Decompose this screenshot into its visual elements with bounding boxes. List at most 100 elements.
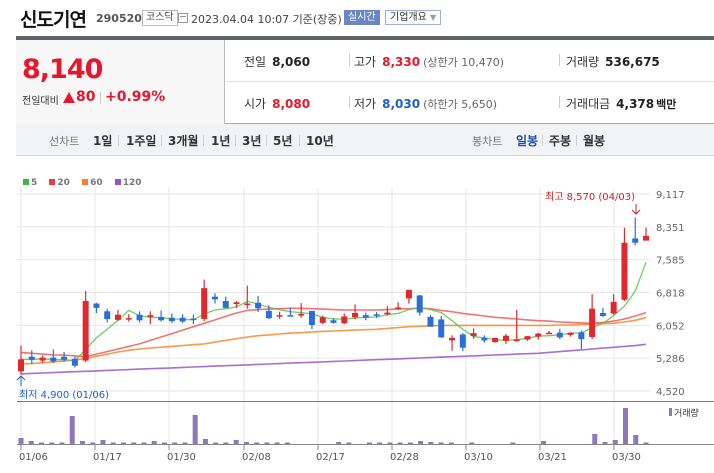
tab-1-year[interactable]: 1년 — [211, 134, 231, 148]
candle[interactable] — [621, 227, 628, 302]
x-axis-tick: 03/30 — [612, 452, 641, 463]
volume-bar — [592, 434, 598, 444]
candle[interactable] — [168, 313, 175, 324]
candle[interactable] — [50, 349, 57, 364]
candle[interactable] — [546, 331, 553, 335]
candle[interactable] — [449, 335, 456, 351]
tab-5-years[interactable]: 5년 — [273, 134, 293, 148]
current-price-box: 8,140 전일대비 80 +0.99% — [16, 40, 225, 124]
candle[interactable] — [427, 315, 434, 327]
y-axis-tick: 4,520 — [656, 387, 685, 398]
candle[interactable] — [513, 310, 520, 342]
volume-bar — [418, 441, 424, 444]
tab-1-day[interactable]: 1일 — [93, 134, 113, 148]
candle[interactable] — [373, 312, 380, 319]
legend-ma20: 20 — [49, 178, 70, 188]
candle[interactable] — [341, 313, 348, 325]
candle[interactable] — [222, 296, 229, 309]
candle[interactable] — [599, 307, 606, 317]
candle[interactable] — [438, 316, 445, 338]
candle[interactable] — [502, 334, 509, 344]
candle[interactable] — [28, 350, 35, 365]
volume-bar — [100, 440, 106, 444]
volume-bar — [284, 442, 290, 444]
candle[interactable] — [470, 328, 477, 339]
candle[interactable] — [492, 337, 499, 343]
candle[interactable] — [125, 314, 132, 322]
candle[interactable] — [535, 332, 542, 340]
volume-legend: 거래량 — [674, 407, 699, 419]
candle[interactable] — [298, 303, 305, 318]
company-info-label: 기업개요 — [390, 12, 427, 23]
candle[interactable] — [201, 279, 208, 322]
realtime-button[interactable]: 실시간 — [344, 10, 380, 25]
candle[interactable] — [330, 318, 337, 324]
volume: 거래량 536,675 — [566, 55, 660, 69]
candle[interactable] — [589, 294, 596, 340]
x-axis-tick: 01/17 — [93, 452, 122, 463]
candle[interactable] — [158, 310, 165, 322]
candle[interactable] — [610, 294, 617, 315]
candle[interactable] — [61, 352, 68, 362]
tab-1-week[interactable]: 1주일 — [126, 134, 157, 148]
candle[interactable] — [265, 305, 272, 320]
x-axis-tick: 03/10 — [464, 452, 493, 463]
candle[interactable] — [147, 311, 154, 325]
candle[interactable] — [395, 302, 402, 310]
candle[interactable] — [362, 312, 369, 321]
candle[interactable] — [287, 307, 294, 317]
candle[interactable] — [179, 314, 186, 323]
candle[interactable] — [190, 314, 197, 325]
divider — [559, 96, 560, 108]
candle[interactable] — [39, 355, 46, 363]
candle[interactable] — [578, 330, 585, 350]
volume-bar — [59, 442, 65, 444]
candle[interactable] — [114, 310, 121, 322]
candle[interactable] — [71, 356, 78, 368]
divider — [576, 135, 577, 146]
volume-bar — [612, 440, 618, 444]
candle[interactable] — [556, 328, 563, 340]
x-axis-tick: 02/08 — [242, 452, 271, 463]
candle[interactable] — [93, 302, 100, 314]
candle[interactable] — [308, 310, 315, 330]
tab-3-years[interactable]: 3년 — [242, 134, 262, 148]
candle[interactable] — [104, 308, 111, 323]
volume-bar — [233, 440, 239, 444]
tab-monthly[interactable]: 월봉 — [583, 134, 606, 148]
candle[interactable] — [352, 304, 359, 320]
candle[interactable] — [136, 311, 143, 323]
candle[interactable] — [643, 227, 649, 241]
y-axis-tick: 6,052 — [656, 321, 685, 332]
candle[interactable] — [255, 295, 262, 313]
volume-bar — [407, 442, 413, 444]
divider-bar — [16, 36, 714, 40]
candle[interactable] — [82, 291, 89, 363]
candle[interactable] — [632, 217, 639, 246]
candle[interactable] — [233, 301, 240, 308]
candle[interactable] — [276, 311, 283, 320]
candle[interactable] — [524, 336, 531, 341]
tab-10-years[interactable]: 10년 — [306, 134, 334, 148]
candle-chart-label: 봉차트 — [472, 135, 503, 148]
candle[interactable] — [384, 306, 391, 316]
volume-bar — [387, 442, 393, 444]
company-info-dropdown[interactable]: 기업개요 ▼ — [385, 10, 442, 25]
candle[interactable] — [211, 293, 218, 304]
ma120-line — [20, 343, 647, 375]
candle[interactable] — [405, 289, 412, 304]
tab-weekly[interactable]: 주봉 — [549, 134, 572, 148]
candle[interactable] — [416, 295, 423, 316]
volume-bar — [141, 442, 147, 444]
candle[interactable] — [481, 335, 488, 343]
x-axis-tick: 03/21 — [538, 452, 567, 463]
candle[interactable] — [244, 285, 251, 309]
candle[interactable] — [18, 345, 24, 375]
volume-bar — [192, 415, 198, 444]
candle[interactable] — [459, 333, 466, 352]
candle[interactable] — [319, 315, 326, 325]
tab-3-months[interactable]: 3개월 — [168, 134, 199, 148]
tab-daily[interactable]: 일봉 — [516, 134, 539, 148]
candle[interactable] — [567, 332, 574, 337]
